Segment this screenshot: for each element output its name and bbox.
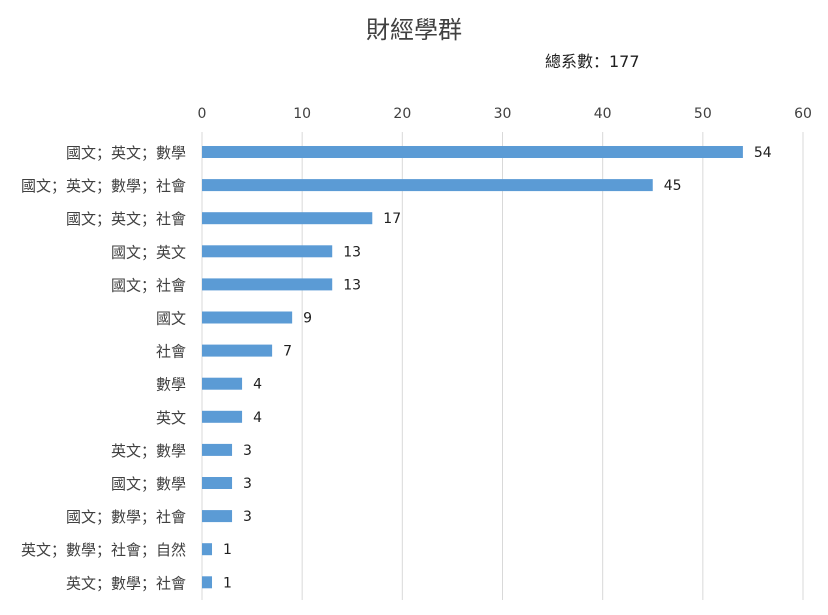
category-label: 英文；數學；社會；自然 [21,541,186,559]
x-axis-ticks: 0 10 20 30 40 50 60 [198,106,812,122]
data-label: 3 [243,476,252,492]
x-tick-label: 60 [794,106,812,122]
category-label: 國文；社會 [111,276,186,294]
chart-title: 財經學群 [366,16,462,44]
category-label: 英文；數學 [111,442,186,460]
bar [202,576,213,589]
category-labels: 國文；英文；數學國文；英文；數學；社會國文；英文；社會國文；英文國文；社會國文社… [21,144,186,592]
data-label: 7 [283,344,292,360]
category-label: 國文；英文；數學；社會 [21,177,186,195]
bar [202,179,653,192]
category-label: 國文；數學；社會 [66,508,186,526]
bar [202,146,743,158]
category-label: 國文；數學 [111,475,186,493]
gridlines [201,132,804,600]
x-tick-label: 10 [293,106,311,122]
data-label: 54 [754,145,772,161]
x-tick-label: 50 [694,106,712,122]
data-label: 1 [223,542,232,558]
data-label: 13 [343,244,361,260]
data-label: 1 [223,575,232,591]
category-label: 數學 [156,376,186,394]
x-tick-label: 20 [393,106,411,122]
bar [202,410,243,423]
data-label: 17 [383,211,401,227]
bar [202,245,333,258]
data-label: 4 [253,410,262,426]
category-label: 國文；英文 [111,243,186,261]
data-label: 4 [253,377,262,393]
bar [202,377,243,390]
bar [202,311,293,324]
bar [202,477,233,489]
data-label: 3 [243,509,252,525]
chart-subtitle: 總系數：177 [545,52,640,71]
x-tick-label: 40 [594,106,612,122]
category-label: 國文；英文；數學 [66,144,186,162]
category-label: 社會 [156,343,186,361]
data-label: 9 [303,311,312,327]
bar [202,543,213,556]
data-label: 3 [243,443,252,459]
data-label: 13 [343,277,361,293]
category-label: 英文 [156,409,186,427]
bars [202,146,743,589]
category-label: 國文；英文；社會 [66,210,186,228]
x-tick-label: 0 [198,106,207,122]
bar [202,443,233,456]
category-label: 國文 [156,310,186,328]
data-labels: 54 45 17 13 13 9 7 4 4 3 3 3 1 1 [223,145,772,591]
category-label: 英文；數學；社會 [66,574,186,592]
bar [202,278,333,291]
data-label: 45 [664,178,682,194]
bar [202,212,373,225]
bar [202,510,233,523]
bar [202,344,273,357]
x-tick-label: 30 [494,106,512,122]
